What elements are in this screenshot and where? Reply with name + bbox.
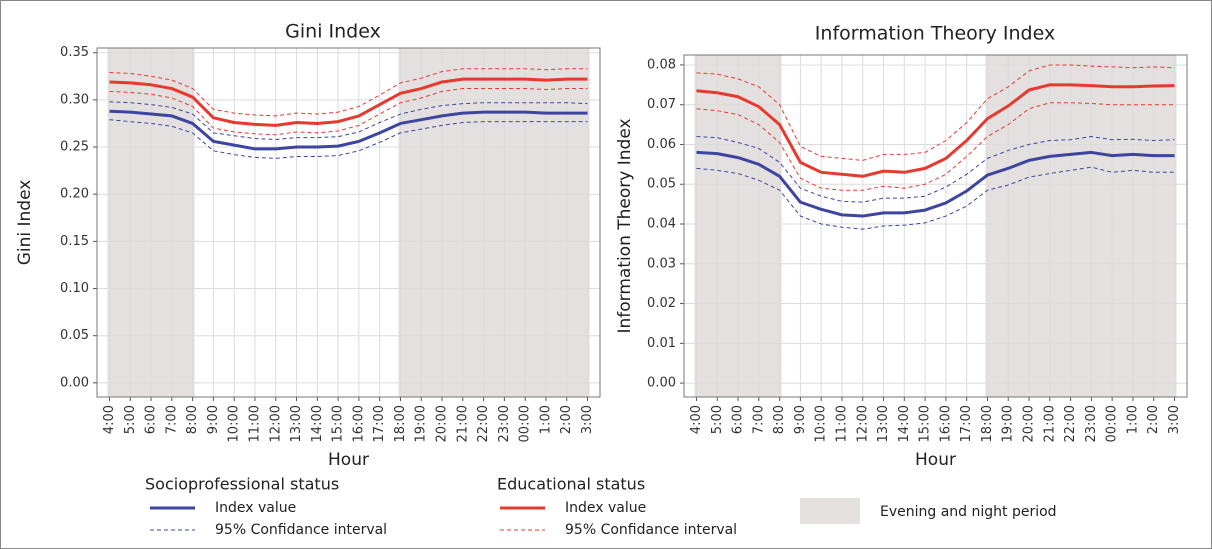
x-tick-label: 11:00 — [247, 405, 262, 442]
legend-label: 95% Confidance interval — [565, 522, 737, 538]
series-line — [109, 77, 588, 127]
chart-title: Information Theory Index — [815, 23, 1055, 45]
y-tick-label: 0.03 — [647, 256, 676, 271]
x-tick-label: 2:00 — [559, 405, 574, 434]
x-tick-label: 15:00 — [331, 405, 346, 442]
x-tick-label: 23:00 — [497, 405, 512, 442]
x-tick-label: 4:00 — [689, 405, 704, 434]
x-tick-label: 8:00 — [772, 405, 787, 434]
x-tick-label: 14:00 — [310, 405, 325, 442]
x-tick-label: 22:00 — [476, 405, 491, 442]
x-tick-label: 15:00 — [918, 405, 933, 442]
series-line — [696, 136, 1175, 203]
y-axis-label: Gini Index — [15, 180, 35, 266]
x-tick-label: 12:00 — [855, 405, 870, 442]
legend-label: 95% Confidance interval — [215, 522, 387, 538]
x-tick-label: 4:00 — [102, 405, 117, 434]
x-tick-label: 16:00 — [938, 405, 953, 442]
legend-label: Evening and night period — [880, 504, 1057, 520]
plot-border — [683, 54, 1188, 398]
series-line — [696, 102, 1175, 191]
x-tick-label: 5:00 — [710, 405, 725, 434]
y-tick-label: 0.15 — [60, 234, 89, 249]
y-tick-label: 0.06 — [647, 137, 676, 152]
x-tick-label: 7:00 — [164, 405, 179, 434]
x-tick-label: 19:00 — [414, 405, 429, 442]
series-line — [109, 101, 588, 140]
legend-title: Socioprofessional status — [145, 475, 339, 494]
y-tick-label: 0.25 — [60, 140, 89, 155]
x-tick-label: 20:00 — [1022, 405, 1037, 442]
x-tick-label: 3:00 — [580, 405, 595, 434]
y-tick-label: 0.00 — [647, 376, 676, 391]
x-tick-label: 2:00 — [1146, 405, 1161, 434]
x-tick-label: 6:00 — [731, 405, 746, 434]
plot-border — [96, 47, 601, 398]
legend-title: Educational status — [497, 475, 645, 494]
x-tick-label: 21:00 — [1042, 405, 1057, 442]
x-tick-label: 00:00 — [1105, 405, 1120, 442]
y-tick-label: 0.01 — [647, 336, 676, 351]
series-line — [696, 83, 1175, 178]
x-tick-label: 5:00 — [123, 405, 138, 434]
y-tick-label: 0.30 — [60, 92, 89, 107]
x-tick-label: 17:00 — [372, 405, 387, 442]
y-tick-label: 0.20 — [60, 187, 89, 202]
legend-label: Index value — [215, 500, 296, 516]
x-tick-label: 16:00 — [351, 405, 366, 442]
series-line — [696, 64, 1175, 161]
x-tick-label: 19:00 — [1001, 405, 1016, 442]
y-tick-label: 0.04 — [647, 217, 676, 232]
x-tick-label: 1:00 — [538, 405, 553, 434]
shaded-period — [985, 55, 1177, 397]
x-tick-label: 13:00 — [876, 405, 891, 442]
x-tick-label: 12:00 — [268, 405, 283, 442]
x-tick-label: 7:00 — [751, 405, 766, 434]
x-tick-label: 9:00 — [793, 405, 808, 434]
y-tick-label: 0.05 — [647, 177, 676, 192]
x-tick-label: 13:00 — [289, 405, 304, 442]
x-tick-label: 18:00 — [393, 405, 408, 442]
x-tick-label: 18:00 — [980, 405, 995, 442]
series-line — [109, 119, 588, 159]
y-tick-label: 0.05 — [60, 328, 89, 343]
x-tick-label: 10:00 — [814, 405, 829, 442]
chart-title: Gini Index — [285, 21, 381, 43]
y-tick-label: 0.10 — [60, 281, 89, 296]
x-tick-label: 1:00 — [1125, 405, 1140, 434]
y-axis-label: Information Theory Index — [615, 118, 635, 333]
x-tick-label: 17:00 — [959, 405, 974, 442]
x-axis-label: Hour — [915, 450, 956, 470]
y-tick-label: 0.35 — [60, 45, 89, 60]
legend-label: Index value — [565, 500, 646, 516]
x-tick-label: 9:00 — [206, 405, 221, 434]
x-axis-label: Hour — [328, 450, 369, 470]
x-tick-label: 23:00 — [1084, 405, 1099, 442]
x-tick-label: 6:00 — [144, 405, 159, 434]
y-tick-label: 0.08 — [647, 57, 676, 72]
x-tick-label: 22:00 — [1063, 405, 1078, 442]
series-line — [109, 109, 588, 151]
x-tick-label: 14:00 — [897, 405, 912, 442]
x-tick-label: 00:00 — [518, 405, 533, 442]
series-line — [696, 150, 1175, 218]
x-tick-label: 11:00 — [834, 405, 849, 442]
y-tick-label: 0.07 — [647, 97, 676, 112]
x-tick-label: 8:00 — [185, 405, 200, 434]
x-tick-label: 20:00 — [435, 405, 450, 442]
x-tick-label: 3:00 — [1167, 405, 1182, 434]
y-tick-label: 0.02 — [647, 296, 676, 311]
shaded-period — [398, 48, 590, 397]
x-tick-label: 21:00 — [455, 405, 470, 442]
series-line — [696, 166, 1175, 230]
legend-shade-swatch — [800, 498, 860, 524]
x-tick-label: 10:00 — [227, 405, 242, 442]
y-tick-label: 0.00 — [60, 375, 89, 390]
